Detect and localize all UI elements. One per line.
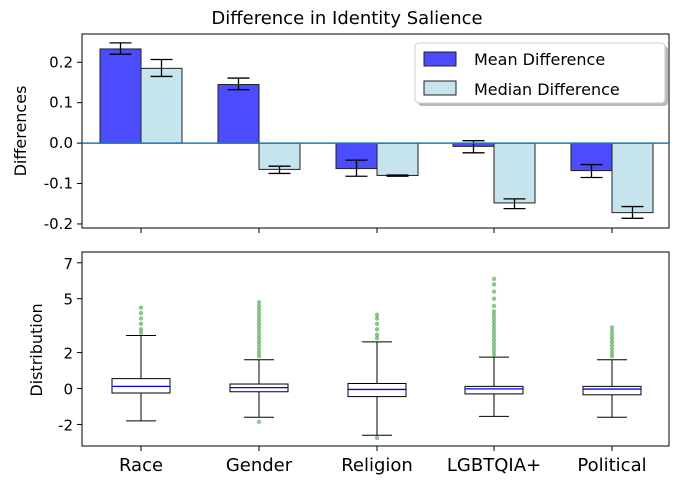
bottom-y-tick-label: 2 [63,345,73,363]
outlier-point-lgbtqia [491,341,497,346]
outlier-point-gender [256,310,262,316]
outlier-point-lgbtqia [491,348,497,353]
chart-title: Difference in Identity Salience [211,8,482,29]
outlier-point-gender [256,328,262,334]
bottom-y-tick-label: 7 [63,255,73,273]
outlier-point-lgbtqia [491,345,497,350]
distribution-box-chart: 7 5 2 0 -2 Race Gender Religion LGBTQIA+ Politica… [58,251,670,476]
outlier-point-political [609,328,615,334]
outlier-point-gender [256,325,262,330]
outlier-point-race [138,330,144,336]
outlier-point-gender [256,307,262,312]
outlier-point-political [609,350,615,355]
outlier-point-gender [256,339,262,345]
bar-median-race [140,67,183,144]
legend-label-mean: Mean Difference [474,50,605,69]
outlier-point-lgbtqia [491,334,497,339]
top-y-axis-label: Differences [11,86,30,177]
outlier-point-lgbtqia [491,312,497,318]
top-plot-frame [81,33,670,229]
outlier-point-lgbtqia [491,337,497,343]
legend-label-median: Median Difference [474,80,620,99]
outlier-point-gender [256,346,262,352]
bar-mean-gender [217,84,260,144]
legend-swatch-median [423,80,457,96]
outlier-point-gender [256,419,262,424]
outlier-point-lgbtqia [491,282,497,287]
outlier-point-political [609,346,615,352]
outlier-point-lgbtqia [491,323,497,328]
outlier-point-political [609,332,615,337]
outlier-point-race [138,327,144,332]
top-y-tick-label: 0.0 [49,134,73,152]
outlier-point-race [138,305,144,310]
outlier-point-religion [374,332,380,337]
box-political [582,385,642,396]
outlier-point-race [138,310,144,316]
outlier-point-political [609,353,615,359]
outlier-point-gender [256,300,262,305]
outlier-point-race [138,321,144,327]
x-category-label: Gender [226,455,293,476]
outlier-point-political [609,339,615,345]
outlier-point-lgbtqia [491,289,497,294]
bar-median-religion [376,142,419,176]
outlier-point-religion [374,435,380,441]
bottom-y-tick-label: 5 [63,291,73,309]
outlier-point-race [138,316,144,321]
outlier-point-religion [374,312,380,318]
outlier-point-lgbtqia [491,327,497,332]
outlier-point-lgbtqia [491,309,497,314]
x-category-label: Religion [341,455,413,476]
outlier-point-religion [374,336,380,341]
bottom-plot-frame [81,251,670,447]
outlier-point-lgbtqia [491,303,497,309]
top-y-tick-label: 0.2 [49,53,73,71]
outlier-point-lgbtqia [491,330,497,336]
x-category-label: LGBTQIA+ [447,455,541,476]
bottom-y-axis-label: Distribution [27,303,46,396]
bar-median-gender [258,142,301,170]
top-y-tick-label: -0.1 [44,175,73,193]
outlier-point-gender [256,321,262,327]
outlier-point-gender [256,303,262,309]
difference-bar-chart: 0.2 0.1 0.0 -0.1 -0.2 [44,33,670,233]
outlier-point-lgbtqia [491,296,497,301]
outlier-point-lgbtqia [491,352,497,357]
outlier-point-gender [256,350,262,355]
x-category-label: Race [119,455,163,476]
legend-swatch-mean [423,51,457,67]
box-lgbtqia [464,385,524,395]
outlier-point-gender [256,336,262,341]
top-y-tick-label: 0.1 [49,94,73,112]
outlier-point-religion [374,327,380,332]
legend-frame [414,42,666,104]
bottom-y-tick-label: -2 [58,416,73,434]
outlier-point-gender [256,314,262,319]
outlier-point-lgbtqia [491,319,497,325]
outlier-point-political [609,336,615,341]
outlier-point-lgbtqia [491,316,497,321]
outlier-point-religion [374,316,380,321]
outlier-point-religion [374,321,380,327]
outlier-point-lgbtqia [491,276,497,282]
legend: Mean Difference Median Difference [414,42,668,106]
bar-median-lgbtqia [493,142,536,204]
outlier-point-political [609,325,615,330]
outlier-point-gender [256,353,262,359]
outlier-point-gender [256,318,262,323]
x-category-label: Political [577,455,646,476]
outlier-point-gender [256,343,262,348]
outlier-point-gender [256,332,262,337]
bar-mean-race [99,48,142,144]
outlier-point-political [609,343,615,348]
top-y-tick-label: -0.2 [44,215,73,233]
bar-median-political [611,142,654,214]
bottom-y-tick-label: 0 [63,381,73,399]
